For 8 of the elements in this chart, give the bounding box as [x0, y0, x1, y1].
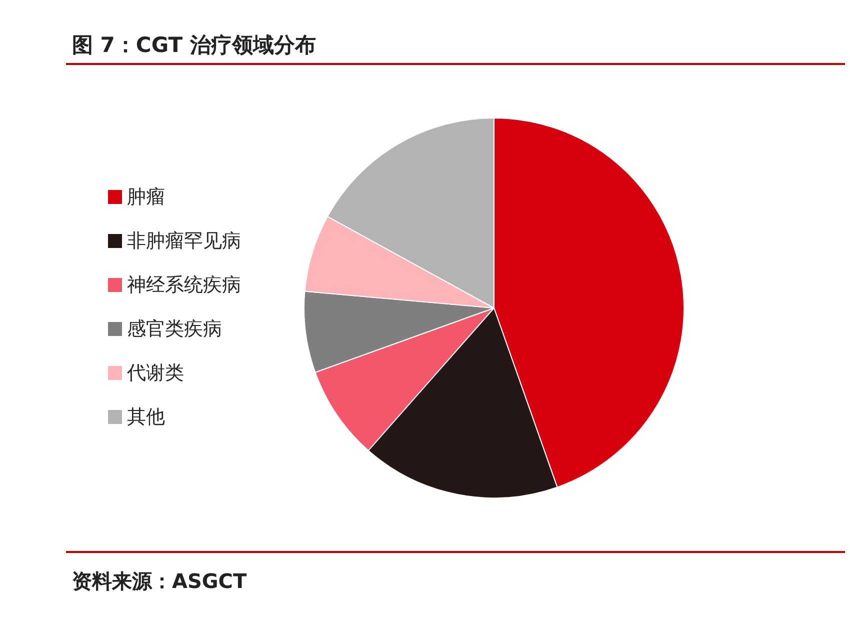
chart-title: 图 7：CGT 治疗领域分布 — [72, 33, 316, 57]
legend-label: 非肿瘤罕见病 — [127, 230, 241, 252]
text: 资料来源：ASGCT — [72, 569, 247, 593]
legend-label: 神经系统疾病 — [127, 274, 241, 296]
legend-label: 代谢类 — [126, 362, 184, 384]
legend-label: 其他 — [127, 406, 165, 428]
legend-label: 肿瘤 — [127, 186, 165, 208]
legend-label: 感官类疾病 — [127, 318, 222, 340]
